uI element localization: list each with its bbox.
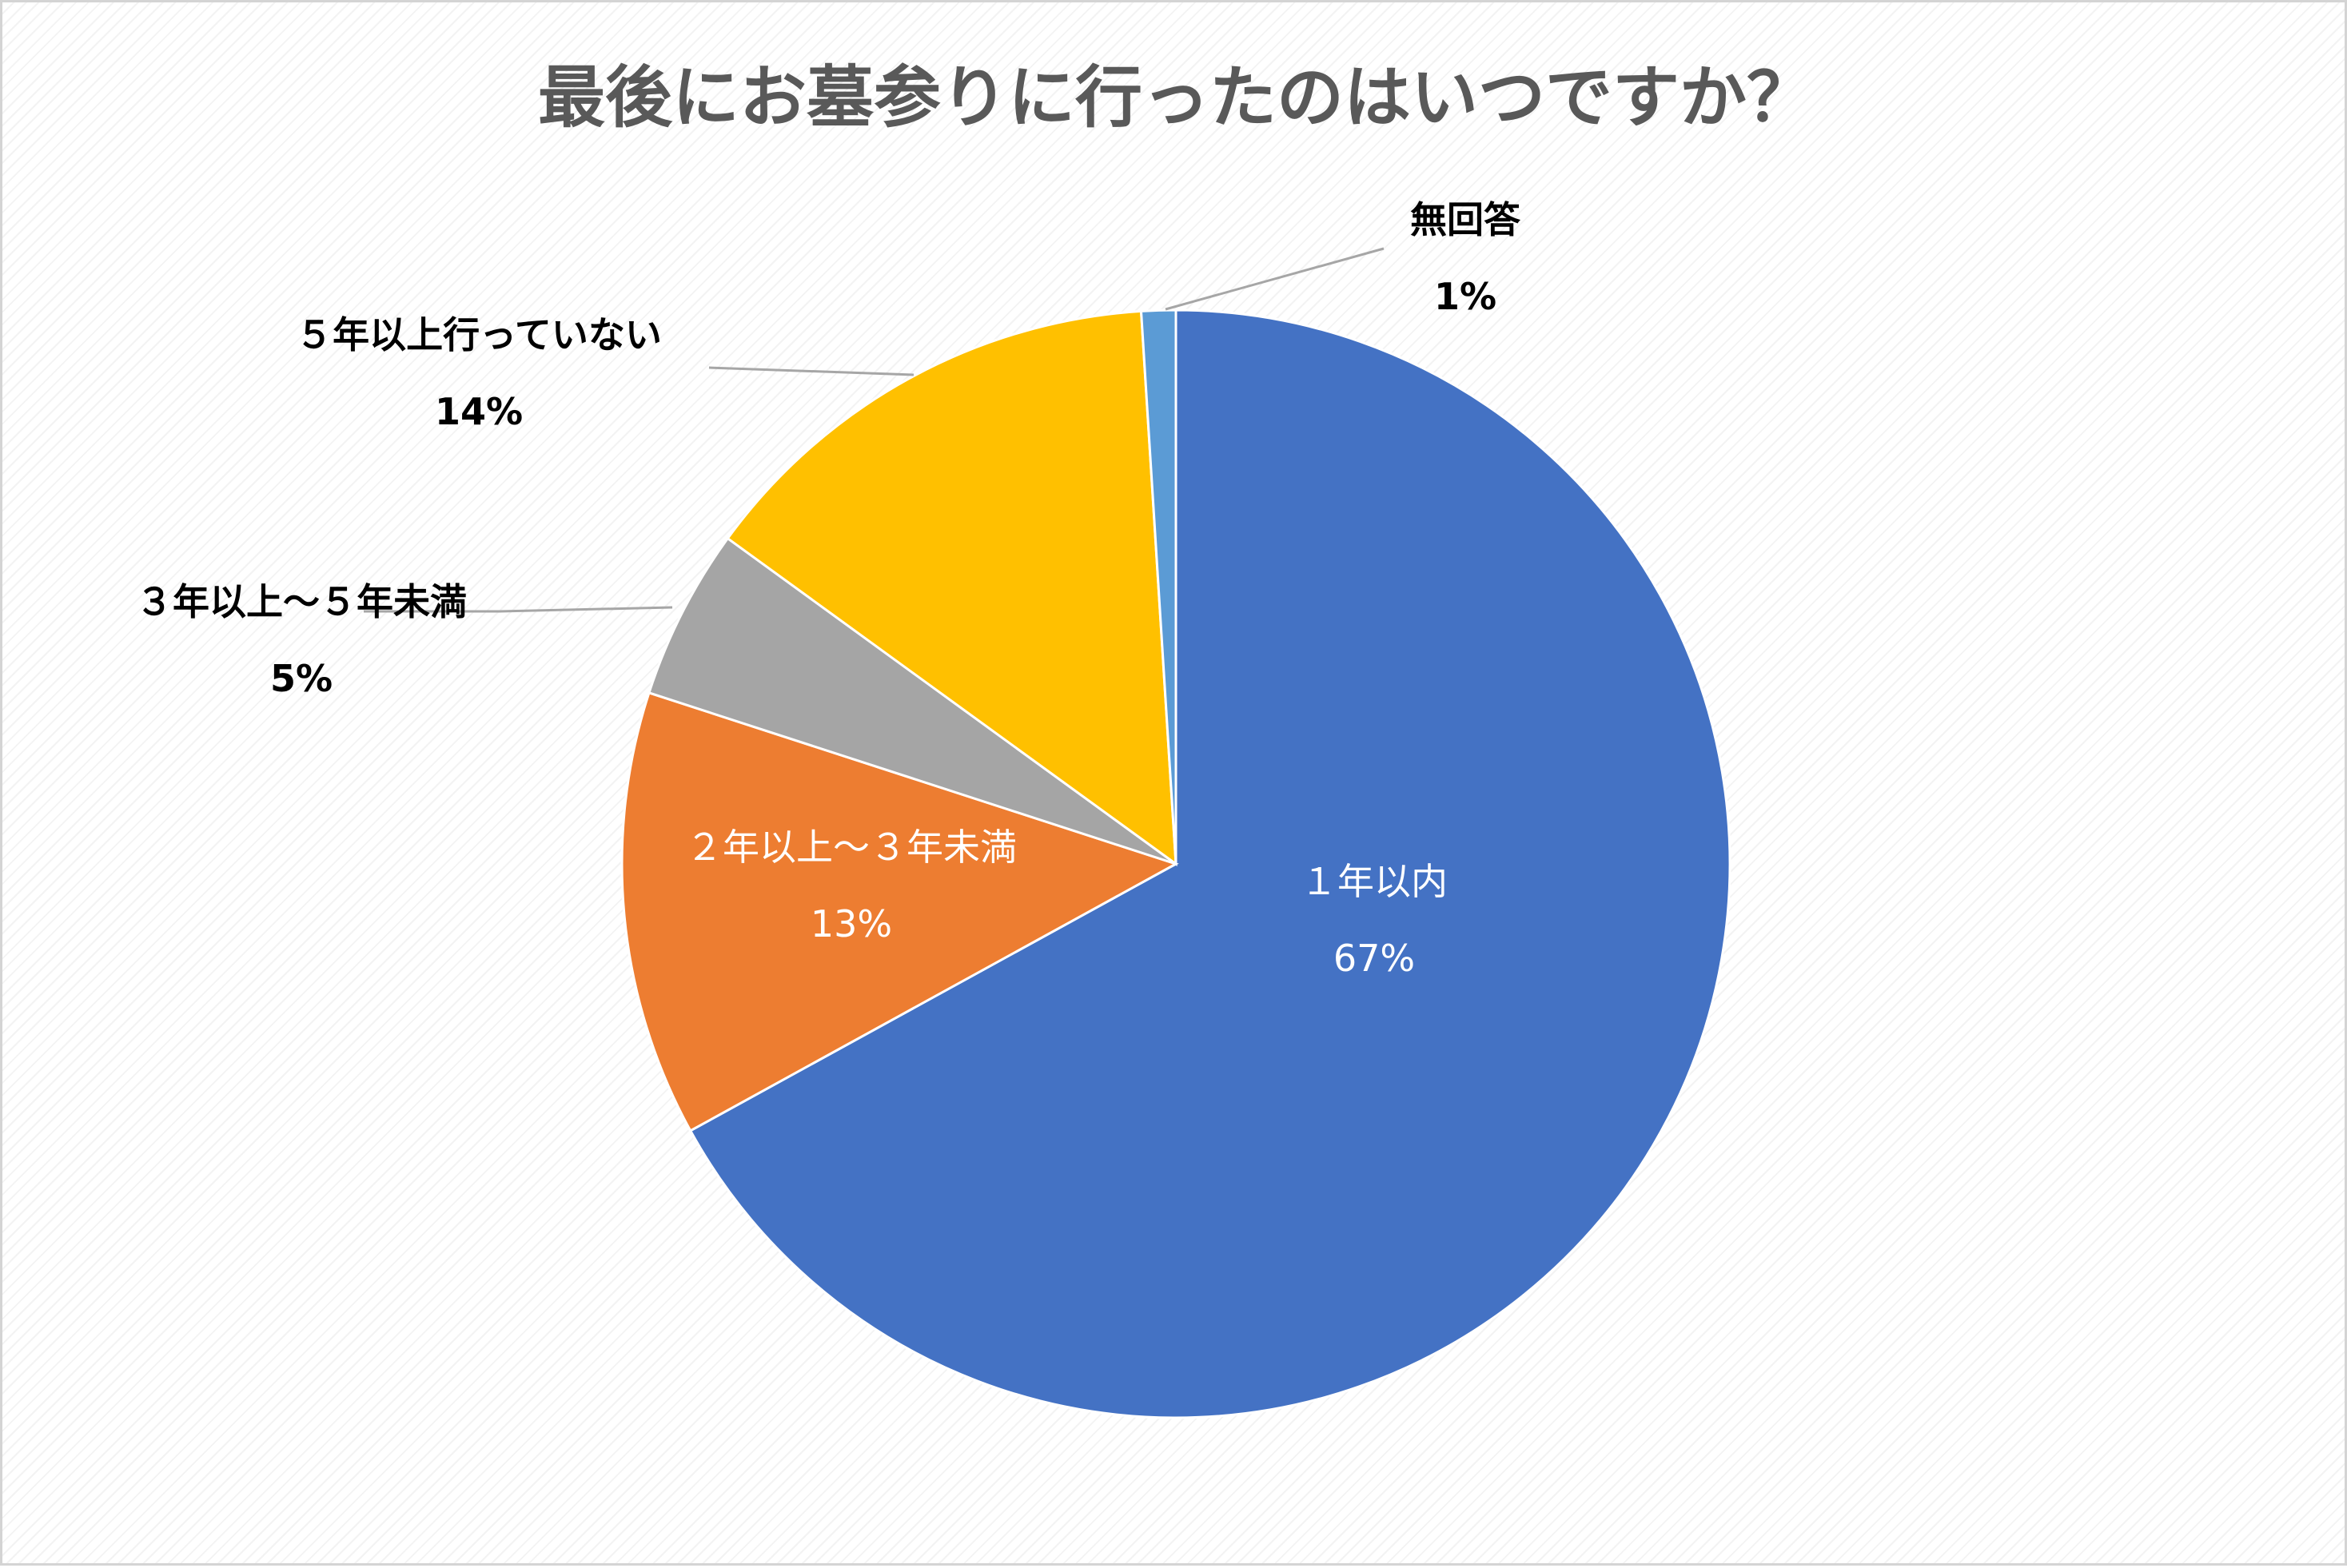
pie-slice-over5 bbox=[726, 309, 1177, 867]
slice-label-noans: 無回答 bbox=[1410, 198, 1521, 241]
pie-slice-noans bbox=[1139, 308, 1177, 865]
slice-value-y3to5: 5% bbox=[270, 657, 333, 700]
chart-title: 最後にお墓参りに行ったのはいつですか？ bbox=[538, 58, 1814, 137]
pie-slices bbox=[620, 308, 1731, 1419]
leader-line-over5 bbox=[708, 366, 914, 376]
slice-value-within1: 67% bbox=[1333, 937, 1415, 980]
slice-value-over5: 14% bbox=[435, 390, 523, 433]
pie-slice-within1 bbox=[688, 308, 1731, 1419]
slice-value-noans: 1% bbox=[1434, 275, 1496, 318]
slice-label-y2to3: ２年以上～３年未満 bbox=[686, 826, 1017, 869]
slice-label-over5: ５年以上行っていない bbox=[296, 313, 662, 356]
leader-lines bbox=[364, 247, 1385, 613]
pie-slice-y2to3 bbox=[620, 690, 1179, 1132]
data-labels: １年以内 67% ２年以上～３年未満 13% ３年以上～５年未満 5% ５年以上行っていない… bbox=[136, 198, 1521, 980]
pie-slice-y3to5 bbox=[648, 536, 1177, 866]
slice-label-y3to5: ３年以上～５年未満 bbox=[136, 580, 467, 623]
slice-value-y2to3: 13% bbox=[811, 902, 892, 945]
leader-line-y3to5 bbox=[364, 606, 673, 613]
slice-label-within1: １年以内 bbox=[1301, 860, 1448, 903]
leader-line-noans bbox=[1165, 247, 1385, 311]
